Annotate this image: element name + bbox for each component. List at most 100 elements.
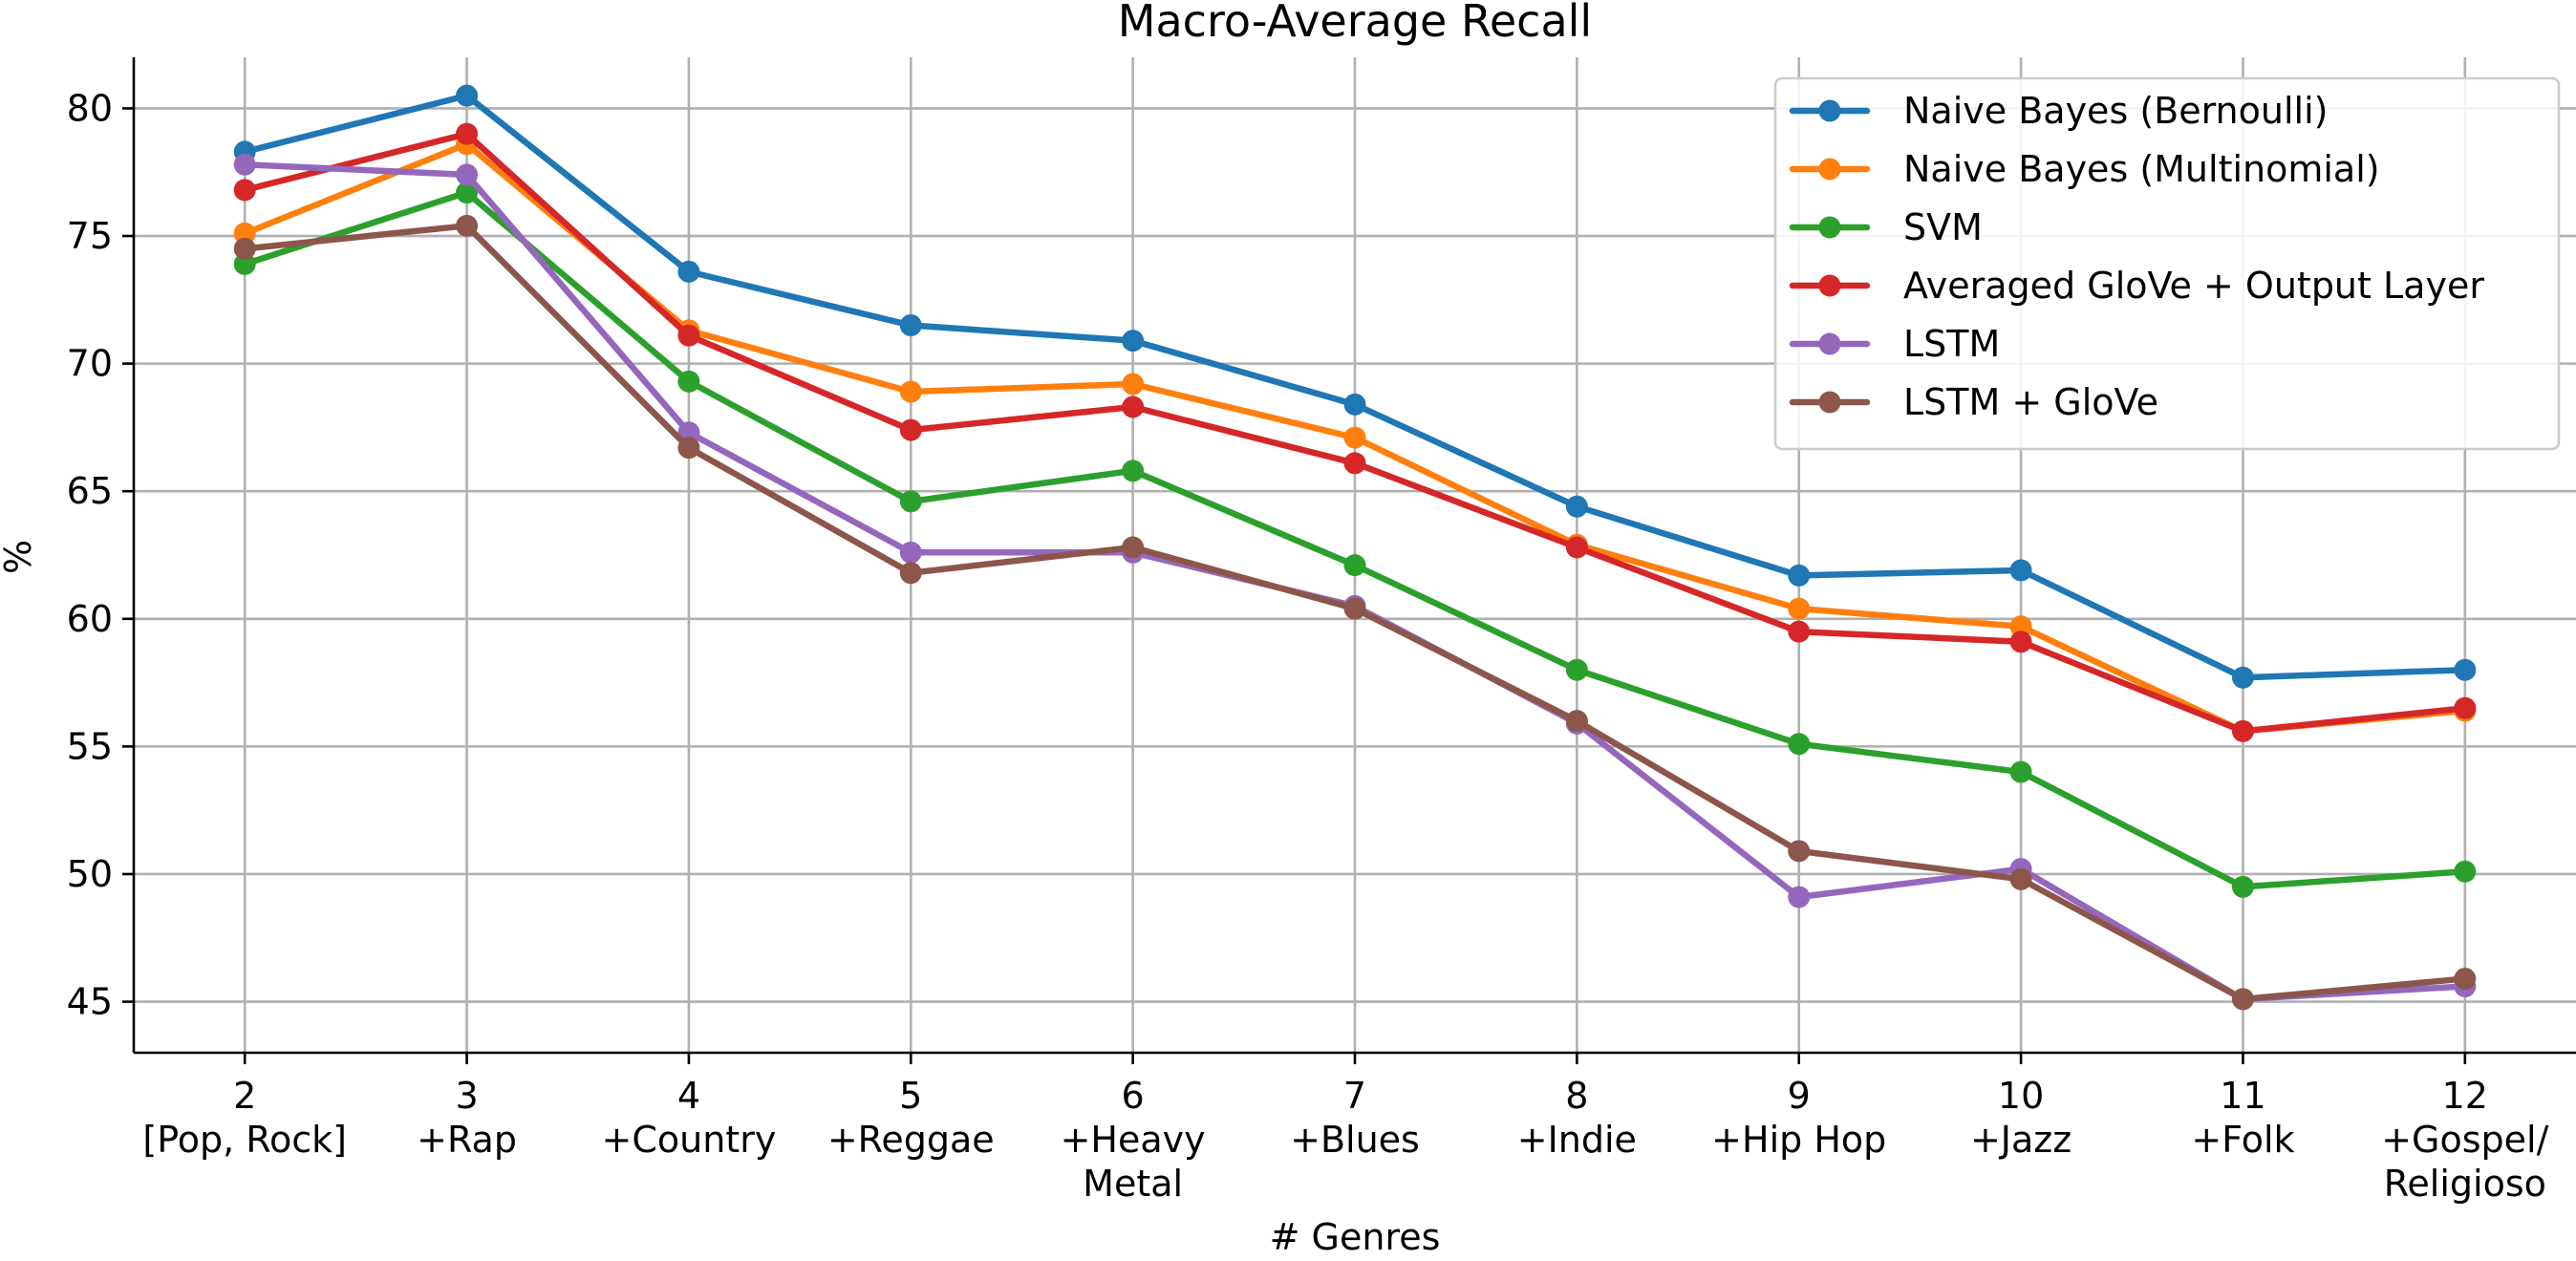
x-tick-label-line: +Heavy — [1061, 1119, 1206, 1161]
data-point — [2231, 666, 2254, 689]
legend-swatch-marker — [1818, 99, 1841, 122]
data-point — [233, 222, 256, 245]
data-point — [233, 179, 256, 202]
data-point — [1788, 886, 1811, 908]
data-point — [2454, 860, 2477, 883]
data-point — [677, 437, 700, 460]
x-tick-label-line: 8 — [1565, 1075, 1588, 1117]
y-axis-title: % — [0, 540, 39, 574]
legend-swatch-marker — [1818, 216, 1841, 239]
y-tick-label: 45 — [67, 981, 113, 1023]
data-point — [1565, 536, 1588, 559]
data-point — [1343, 554, 1366, 577]
x-tick-label-line: 2 — [233, 1075, 256, 1117]
data-point — [1122, 460, 1145, 482]
data-point — [456, 214, 479, 237]
data-point — [1565, 495, 1588, 518]
data-point — [233, 252, 256, 275]
data-point — [1343, 426, 1366, 449]
data-point — [2231, 988, 2254, 1011]
x-tick-label-line: 12 — [2442, 1075, 2488, 1117]
data-point — [899, 418, 922, 441]
data-point — [1122, 330, 1145, 353]
x-tick-label-line: [Pop, Rock] — [142, 1119, 347, 1161]
data-point — [1122, 373, 1145, 395]
legend-item: Naive Bayes (Bernoulli) — [1789, 90, 2328, 132]
x-tick-label: 8 +Indie — [1517, 1075, 1637, 1161]
series-1 — [233, 84, 2477, 689]
legend-item: Averaged GloVe + Output Layer — [1789, 265, 2484, 307]
x-tick-label-line: 10 — [1998, 1075, 2044, 1117]
data-point — [899, 490, 922, 513]
data-point — [456, 122, 479, 145]
legend: Naive Bayes (Bernoulli) Naive Bayes (Mult… — [1773, 76, 2561, 451]
x-tick-label-line: +Folk — [2191, 1119, 2294, 1161]
data-point — [899, 562, 922, 585]
legend-item: Naive Bayes (Multinomial) — [1789, 148, 2380, 190]
data-point — [2009, 630, 2032, 653]
x-tick-label-line: 7 — [1343, 1075, 1366, 1117]
legend-label: SVM — [1903, 206, 1983, 248]
data-point — [233, 153, 256, 176]
x-tick-label-line: Religioso — [2384, 1163, 2546, 1205]
data-point — [2231, 875, 2254, 898]
x-tick-label-line: 6 — [1122, 1075, 1145, 1117]
data-point — [2009, 615, 2032, 638]
data-point — [1788, 733, 1811, 756]
chart-title: Macro-Average Recall — [1118, 0, 1592, 47]
y-tick-label: 80 — [67, 87, 113, 129]
data-point — [677, 260, 700, 283]
x-tick-label-line: +Reggae — [827, 1119, 995, 1161]
data-point — [2231, 719, 2254, 742]
data-point — [2454, 658, 2477, 681]
data-point — [2009, 867, 2032, 890]
data-point — [456, 84, 479, 107]
data-point — [2009, 559, 2032, 582]
data-point — [899, 380, 922, 403]
data-point — [1788, 564, 1811, 587]
x-tick-label: 6 +Heavy Metal — [1061, 1075, 1206, 1205]
x-tick-label-line: +Blues — [1290, 1119, 1420, 1161]
legend-item: LSTM — [1789, 323, 2000, 365]
x-tick-label-line: +Jazz — [1970, 1119, 2072, 1161]
data-point — [1565, 658, 1588, 681]
x-tick-label-line: +Country — [602, 1119, 777, 1161]
y-tick-label: 65 — [67, 470, 113, 512]
legend-swatch-marker — [1818, 391, 1841, 414]
x-tick-label: 9 +Hip Hop — [1711, 1075, 1886, 1161]
x-tick-label: 11 +Folk — [2191, 1075, 2294, 1161]
x-tick-label-line: +Rap — [417, 1119, 517, 1161]
series-layer — [233, 84, 2477, 1011]
data-point — [899, 314, 922, 337]
data-point — [2009, 760, 2032, 783]
x-tick-label: 5 +Reggae — [827, 1075, 995, 1161]
data-point — [2454, 696, 2477, 719]
y-tick-label: 55 — [67, 725, 113, 767]
legend-label: LSTM — [1903, 323, 2000, 365]
series-6 — [233, 214, 2477, 1011]
y-tick-label: 60 — [67, 598, 113, 640]
x-tick-label-line: +Gospel/ — [2381, 1119, 2548, 1161]
data-point — [1343, 597, 1366, 620]
y-tick-label: 50 — [67, 853, 113, 895]
x-tick-label: 10 +Jazz — [1970, 1075, 2072, 1161]
x-tick-label-line: 11 — [2220, 1075, 2265, 1117]
x-tick-label: 4 +Country — [602, 1075, 777, 1161]
x-tick-label-line: 5 — [899, 1075, 922, 1117]
legend-swatch-marker — [1818, 274, 1841, 297]
data-point — [456, 182, 479, 204]
x-tick-label-line: +Hip Hop — [1711, 1119, 1886, 1161]
data-point — [1788, 620, 1811, 643]
data-point — [1565, 710, 1588, 733]
data-point — [233, 237, 256, 260]
x-tick-label-line: 4 — [677, 1075, 700, 1117]
legend-swatch-marker — [1818, 158, 1841, 181]
data-point — [1343, 393, 1366, 416]
legend-label: LSTM + GloVe — [1903, 381, 2158, 423]
x-tick-label: 7 +Blues — [1290, 1075, 1420, 1161]
x-tick-label: 12 +Gospel/Religioso — [2381, 1075, 2548, 1205]
x-tick-label-line: 3 — [455, 1075, 478, 1117]
x-tick-label: 3 +Rap — [417, 1075, 517, 1161]
